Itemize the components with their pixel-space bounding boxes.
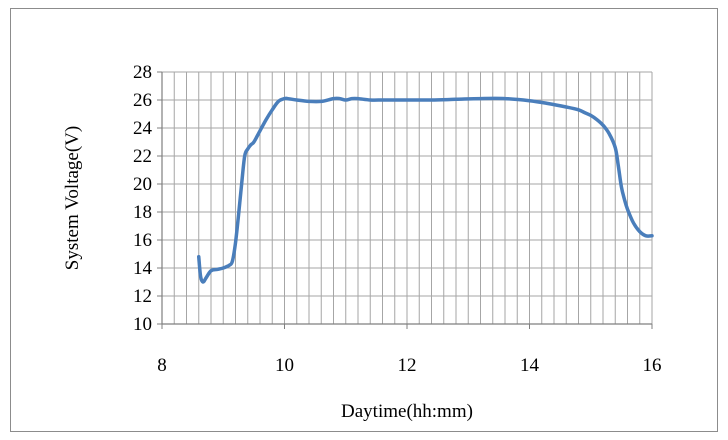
chart-frame	[10, 8, 718, 432]
y-axis-title: System Voltage(V)	[62, 126, 83, 270]
y-tick-label: 16	[133, 230, 152, 251]
x-tick-label: 10	[275, 355, 294, 376]
y-tick-label: 10	[133, 314, 152, 335]
axes	[157, 71, 653, 329]
y-tick-label: 28	[133, 62, 152, 83]
y-tick-label: 26	[133, 90, 152, 111]
x-tick-label: 12	[398, 355, 417, 376]
y-tick-label: 18	[133, 202, 152, 223]
series-line-0	[197, 96, 654, 284]
y-tick-label: 12	[133, 286, 152, 307]
x-axis-title: Daytime(hh:mm)	[341, 401, 473, 422]
x-tick-label: 14	[520, 355, 540, 376]
series-layer	[197, 96, 654, 284]
x-tick-label: 8	[157, 355, 167, 376]
y-tick-label: 24	[133, 118, 153, 139]
y-tick-label: 22	[133, 146, 152, 167]
y-tick-label: 14	[133, 258, 153, 279]
y-tick-label: 20	[133, 174, 152, 195]
x-tick-label: 16	[643, 355, 662, 376]
